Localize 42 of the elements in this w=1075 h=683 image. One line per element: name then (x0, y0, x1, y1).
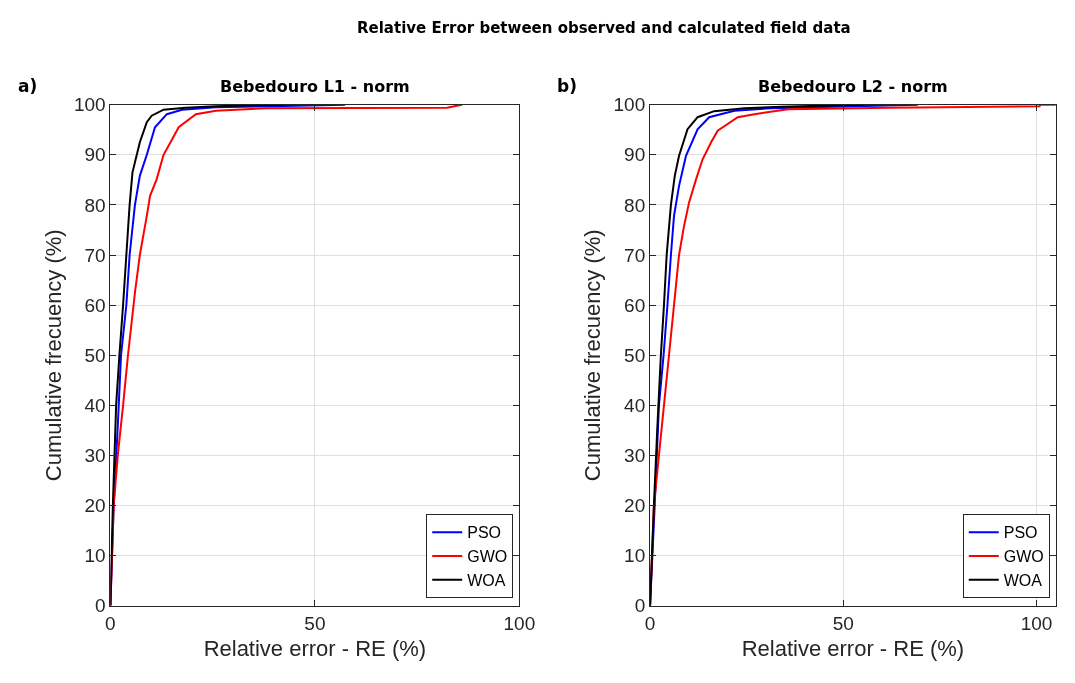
line-series (650, 104, 1056, 606)
y-tick-label: 80 (84, 194, 106, 216)
text: a) (18, 76, 38, 96)
y-tick-label: 40 (624, 395, 646, 416)
y-tick-label: 60 (624, 294, 646, 316)
text: b) (557, 76, 577, 96)
legend-label: GWO (1003, 548, 1044, 566)
chart-title: Bebedouro L2 - norm (758, 77, 948, 96)
y-tick-label: 90 (624, 144, 646, 166)
y-tick-label: 50 (624, 344, 646, 366)
x-tick-label: 50 (304, 612, 326, 634)
legend-label: GWO (467, 548, 508, 566)
x-axis-title: Relative error - RE (%) (741, 636, 965, 662)
y-tick-label: 20 (84, 495, 106, 517)
text: Relative Error between observed and calculated field data (357, 19, 851, 37)
y-tick-label: 0 (95, 595, 106, 617)
y-tick-label: 80 (624, 194, 646, 216)
x-tick-label: 100 (1020, 612, 1053, 634)
legend-label: WOA (1003, 572, 1043, 590)
x-axis-title: Relative error - RE (%) (203, 636, 427, 662)
y-tick-label: 30 (84, 445, 106, 467)
y-tick-label: 20 (624, 495, 646, 517)
x-tick-label: 100 (503, 612, 536, 634)
x-tick-label: 50 (832, 612, 854, 634)
y-tick-label: 100 (73, 94, 106, 116)
y-tick-label: 10 (624, 545, 646, 567)
y-tick-label: 100 (613, 94, 646, 116)
y-tick-label: 40 (84, 395, 106, 416)
legend-label: WOA (467, 572, 506, 590)
y-axis-title: Cumulative frecuency (%) (40, 229, 66, 482)
y-tick-label: 30 (624, 445, 646, 467)
y-tick-label: 50 (84, 344, 106, 366)
chart-title: Bebedouro L1 - norm (220, 77, 410, 96)
legend-label: PSO (467, 524, 502, 542)
y-tick-label: 60 (84, 294, 106, 316)
y-tick-label: 70 (84, 244, 106, 266)
y-tick-label: 0 (634, 595, 646, 617)
y-axis-title: Cumulative frecuency (%) (580, 229, 606, 482)
y-tick-label: 90 (84, 144, 106, 166)
y-tick-label: 70 (624, 244, 646, 266)
y-tick-label: 10 (84, 545, 106, 567)
legend-label: PSO (1003, 524, 1038, 542)
